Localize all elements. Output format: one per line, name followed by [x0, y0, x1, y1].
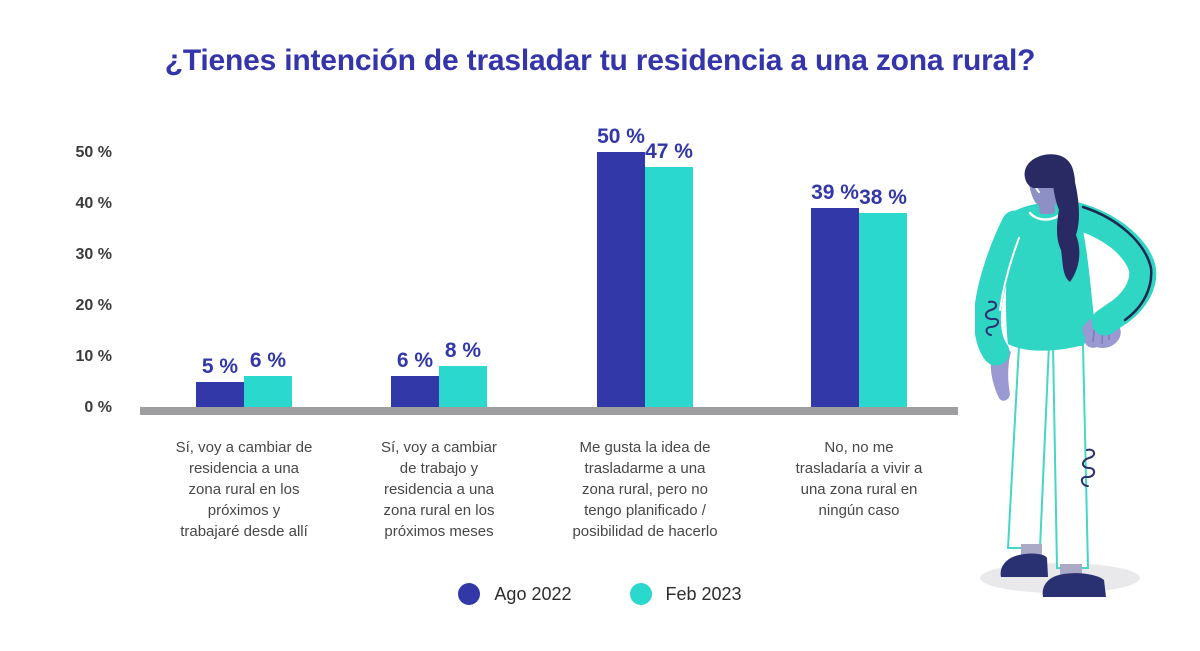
category-label: Sí, voy a cambiar de residencia a una zo…	[175, 439, 313, 540]
person-hair	[1024, 154, 1080, 282]
y-axis-tick: 30 %	[75, 246, 112, 263]
bar-value-label: 38 %	[859, 186, 907, 210]
bar-ago-2022: 50 %	[597, 125, 645, 407]
bar-group: 6 % 8 %	[391, 339, 487, 407]
category-label: Me gusta la idea de trasladarme a una zo…	[572, 439, 718, 540]
bar-ago-2022: 6 %	[391, 349, 439, 407]
y-axis-tick: 50 %	[75, 144, 112, 161]
person-legs	[1000, 344, 1106, 597]
bar-feb-2023: 38 %	[859, 186, 907, 407]
bar-ago-2022: 5 %	[196, 355, 244, 407]
category-label: No, no me trasladaría a vivir a una zona…	[795, 439, 923, 519]
bar-group: 39 % 38 %	[811, 181, 907, 407]
bar-feb-2023: 6 %	[244, 349, 292, 407]
bar-ago-2022: 39 %	[811, 181, 859, 407]
bar-value-label: 47 %	[645, 140, 693, 164]
category-label: Sí, voy a cambiar de trabajo y residenci…	[381, 439, 497, 540]
y-axis-tick: 20 %	[75, 297, 112, 314]
y-axis-tick: 40 %	[75, 195, 112, 212]
legend-label: Ago 2022	[494, 583, 572, 604]
bar-value-label: 39 %	[811, 181, 859, 205]
legend: Ago 2022 Feb 2023	[0, 583, 1200, 605]
bar-value-label: 50 %	[597, 125, 645, 148]
plot-area: 5 % 6 % 6 % 8 % 50 % 47 % 39 % 38 %	[140, 125, 958, 407]
person-cuff-squiggle	[985, 300, 999, 336]
bar-feb-2023: 47 %	[645, 140, 693, 407]
legend-item: Feb 2023	[629, 583, 742, 605]
x-axis-line	[140, 407, 958, 415]
bar-value-label: 5 %	[201, 354, 239, 378]
person-right-arm	[1063, 202, 1157, 336]
bar-value-label: 6 %	[396, 349, 434, 373]
category-labels: Sí, voy a cambiar de residencia a una zo…	[140, 437, 958, 557]
bar-group: 50 % 47 %	[597, 125, 693, 407]
y-axis-tick: 10 %	[75, 348, 112, 365]
legend-item: Ago 2022	[458, 583, 572, 605]
legend-label: Feb 2023	[665, 583, 742, 604]
legend-color-dot	[629, 583, 652, 605]
chart-title: ¿Tienes intención de trasladar tu reside…	[164, 44, 1036, 77]
bar-feb-2023: 8 %	[439, 339, 487, 407]
bar-value-label: 6 %	[249, 349, 287, 373]
bar-value-label: 8 %	[444, 339, 482, 363]
legend-color-dot	[458, 583, 481, 605]
person-illustration	[975, 154, 1157, 597]
bar-group: 5 % 6 %	[196, 349, 292, 407]
y-axis-tick: 0 %	[84, 399, 112, 416]
